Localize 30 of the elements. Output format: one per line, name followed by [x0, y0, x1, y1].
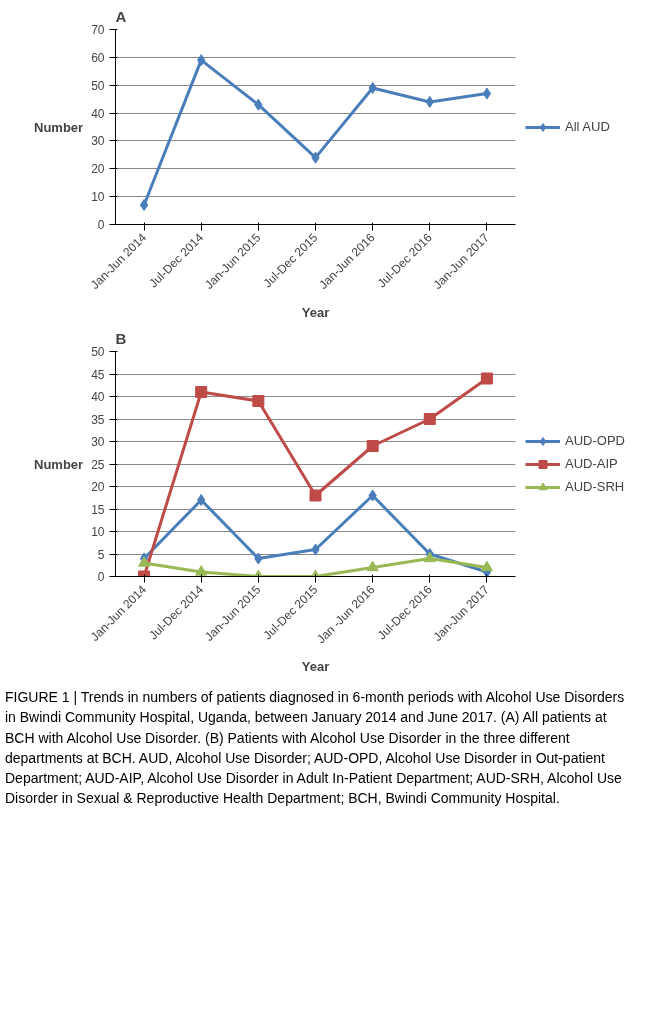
legend-label: AUD-AIP: [565, 456, 618, 471]
y-tick-label: 30: [91, 435, 105, 449]
y-tick-label: 0: [97, 570, 105, 584]
chart-title: B: [115, 329, 127, 347]
y-tick-label: 60: [91, 50, 105, 65]
y-tick-label: 50: [91, 78, 105, 93]
y-tick-label: 30: [91, 134, 105, 149]
y-tick-label: 20: [91, 162, 105, 177]
legend-label: All AUD: [565, 119, 610, 134]
y-tick-label: 15: [91, 502, 105, 517]
y-tick-label: 40: [91, 390, 105, 404]
y-tick-label: 5: [97, 547, 105, 562]
y-tick-label: 25: [91, 457, 105, 472]
y-tick-label: 0: [97, 218, 105, 232]
legend-label: AUD-SRH: [565, 479, 625, 494]
x-axis-title: Year: [301, 304, 330, 320]
legend-label: AUD-OPD: [565, 433, 625, 448]
caption: FIGURE 1 | Trends in numbers of patients diagnosed in 6-month periods with Alcohol Use Disorders in Bwindi Community Hospital, Uganda, between January 2014 and June 2017. (A) All patients at BCH with Alcohol Use Disorder. (B) Patients with Alcohol Use Disorder in the three different departments at BCH. AUD, Alcohol Use Disorder; AUD-OPD, Alcohol Use Disorder in Out-patient Department; AUD-AIP, Alcohol Use Disorder in Adult In-Patient Department; AUD-SRH, Alcohol Use Disorder in Sexual & Reproductive Health Department; BCH, Bwindi Community Hospital.: [5, 688, 626, 809]
x-axis-title: Year: [301, 659, 330, 675]
y-tick-label: 10: [91, 190, 105, 205]
y-tick-label: 45: [91, 367, 105, 382]
y-tick-label: 70: [91, 23, 105, 37]
y-axis-title: Number: [34, 119, 84, 135]
y-tick-label: 40: [91, 106, 105, 121]
y-tick-label: 10: [91, 525, 105, 539]
y-tick-label: 20: [91, 480, 105, 494]
chart-title: A: [115, 7, 127, 25]
y-axis-title: Number: [34, 456, 84, 472]
y-tick-label: 50: [91, 345, 105, 359]
y-tick-label: 35: [91, 412, 105, 427]
